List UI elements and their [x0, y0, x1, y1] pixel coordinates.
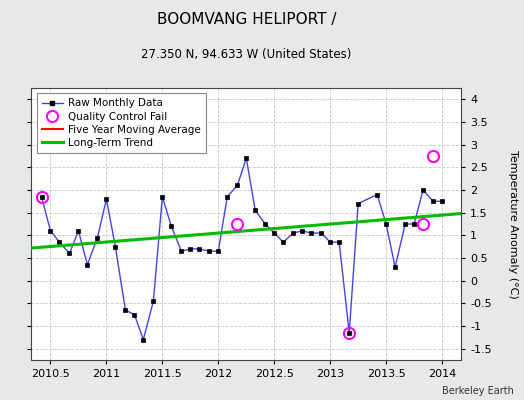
Line: Raw Monthly Data: Raw Monthly Data	[39, 156, 444, 342]
Raw Monthly Data	[84, 262, 91, 267]
Raw Monthly Data	[280, 240, 286, 244]
Line: Quality Control Fail: Quality Control Fail	[36, 150, 439, 338]
Raw Monthly Data	[420, 188, 426, 192]
Raw Monthly Data	[439, 199, 445, 204]
Text: Berkeley Earth: Berkeley Earth	[442, 386, 514, 396]
Raw Monthly Data	[252, 208, 258, 213]
Raw Monthly Data	[75, 228, 82, 233]
Raw Monthly Data	[411, 222, 417, 226]
Raw Monthly Data	[178, 249, 184, 254]
Raw Monthly Data	[131, 312, 137, 317]
Raw Monthly Data	[336, 240, 342, 244]
Text: BOOMVANG HELIPORT /: BOOMVANG HELIPORT /	[157, 12, 336, 27]
Raw Monthly Data	[150, 299, 157, 304]
Quality Control Fail	[38, 194, 45, 199]
Quality Control Fail	[430, 154, 436, 158]
Raw Monthly Data	[243, 156, 249, 161]
Raw Monthly Data	[262, 222, 268, 226]
Raw Monthly Data	[308, 231, 314, 236]
Raw Monthly Data	[346, 330, 352, 335]
Raw Monthly Data	[318, 231, 324, 236]
Raw Monthly Data	[355, 201, 362, 206]
Y-axis label: Temperature Anomaly (°C): Temperature Anomaly (°C)	[508, 150, 518, 298]
Raw Monthly Data	[159, 194, 166, 199]
Raw Monthly Data	[374, 192, 380, 197]
Quality Control Fail	[420, 222, 426, 226]
Raw Monthly Data	[196, 246, 202, 251]
Legend: Raw Monthly Data, Quality Control Fail, Five Year Moving Average, Long-Term Tren: Raw Monthly Data, Quality Control Fail, …	[37, 93, 206, 153]
Quality Control Fail	[234, 222, 241, 226]
Raw Monthly Data	[103, 197, 110, 202]
Raw Monthly Data	[122, 308, 128, 312]
Raw Monthly Data	[38, 194, 45, 199]
Raw Monthly Data	[140, 337, 147, 342]
Raw Monthly Data	[47, 228, 53, 233]
Raw Monthly Data	[234, 183, 241, 188]
Raw Monthly Data	[290, 231, 297, 236]
Raw Monthly Data	[112, 244, 118, 249]
Raw Monthly Data	[56, 240, 62, 244]
Raw Monthly Data	[168, 224, 174, 229]
Raw Monthly Data	[224, 194, 231, 199]
Raw Monthly Data	[383, 222, 389, 226]
Raw Monthly Data	[299, 228, 305, 233]
Quality Control Fail	[346, 330, 352, 335]
Raw Monthly Data	[94, 235, 101, 240]
Raw Monthly Data	[187, 246, 193, 251]
Raw Monthly Data	[271, 231, 277, 236]
Raw Monthly Data	[67, 251, 73, 256]
Raw Monthly Data	[206, 249, 213, 254]
Text: 27.350 N, 94.633 W (United States): 27.350 N, 94.633 W (United States)	[141, 48, 352, 61]
Raw Monthly Data	[430, 199, 436, 204]
Raw Monthly Data	[392, 265, 398, 270]
Raw Monthly Data	[215, 249, 222, 254]
Raw Monthly Data	[327, 240, 333, 244]
Raw Monthly Data	[402, 222, 408, 226]
